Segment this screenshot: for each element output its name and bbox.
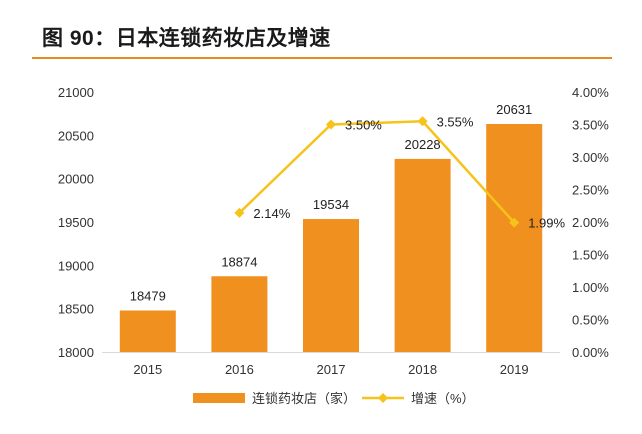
- growth-data-label: 3.55%: [437, 114, 474, 129]
- y-right-tick-label: 2.00%: [572, 215, 609, 230]
- y-right-tick-label: 3.50%: [572, 118, 609, 133]
- y-left-tick-label: 20000: [58, 172, 94, 187]
- title-divider: [32, 57, 612, 59]
- bar-2019: [486, 123, 543, 352]
- y-left-tick-label: 18500: [58, 302, 94, 317]
- y-right-tick-label: 1.50%: [572, 248, 609, 263]
- x-tick-label: 2019: [500, 362, 529, 377]
- bar-2015: [119, 310, 176, 352]
- growth-point: [509, 217, 520, 228]
- y-right-tick-label: 2.50%: [572, 183, 609, 198]
- growth-data-label: 2.14%: [253, 206, 290, 221]
- y-right-tick-label: 4.00%: [572, 85, 609, 100]
- y-left-tick-label: 21000: [58, 85, 94, 100]
- growth-line: [238, 119, 516, 224]
- bar-data-label: 20631: [496, 102, 532, 117]
- x-tick-label: 2016: [225, 362, 254, 377]
- y-right-tick-label: 3.00%: [572, 150, 609, 165]
- growth-point: [326, 119, 336, 130]
- growth-data-label: 3.50%: [345, 118, 382, 133]
- growth-point: [234, 207, 245, 218]
- bar-data-label: 18479: [130, 288, 166, 303]
- legend-bar-label: 连锁药妆店（家）: [252, 391, 356, 406]
- chart-title-box: 图 90：日本连锁药妆店及增速: [42, 20, 331, 54]
- y-left-tick-label: 20500: [58, 128, 94, 143]
- x-tick-label: 2018: [408, 362, 437, 377]
- y-left-tick-label: 19000: [58, 258, 94, 273]
- y-right-tick-label: 1.00%: [572, 280, 609, 295]
- y-right-tick-label: 0.00%: [572, 345, 609, 360]
- x-tick-label: 2017: [317, 362, 346, 377]
- growth-point: [417, 116, 428, 127]
- legend-bar-swatch: [193, 393, 245, 403]
- bar-2017: [303, 219, 359, 352]
- bar-2018: [394, 158, 451, 352]
- y-right-tick-label: 0.50%: [572, 313, 609, 328]
- x-tick-label: 2015: [133, 362, 162, 377]
- y-left-tick-label: 18000: [58, 345, 94, 360]
- legend-line-label: 增速（%）: [411, 391, 475, 406]
- y-left-tick-label: 19500: [58, 215, 94, 230]
- bar-data-label: 18874: [221, 254, 257, 269]
- growth-data-label: 1.99%: [528, 216, 565, 231]
- bar-2016: [211, 276, 268, 352]
- legend-line-marker: [378, 393, 388, 403]
- bar-data-label: 20228: [405, 137, 441, 152]
- bar-data-label: 19534: [313, 197, 349, 212]
- chart-title: 图 90：日本连锁药妆店及增速: [42, 27, 331, 50]
